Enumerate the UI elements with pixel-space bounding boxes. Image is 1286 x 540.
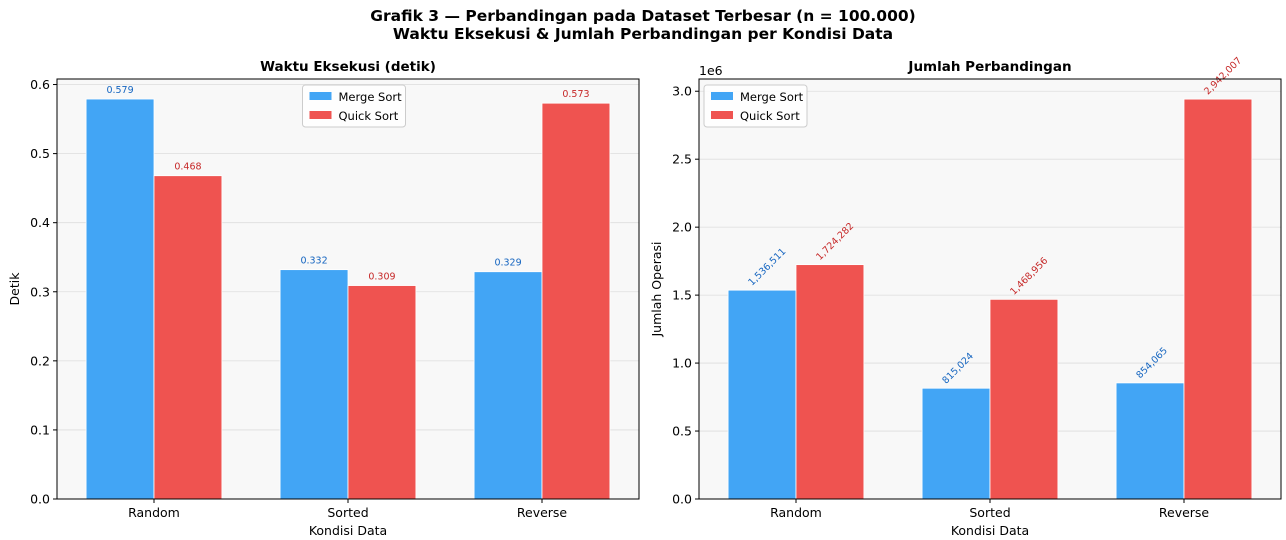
axis-offset-text: 1e6 — [699, 63, 723, 78]
y-axis-label: Jumlah Operasi — [649, 241, 664, 337]
y-tick-label: 0.1 — [30, 422, 50, 437]
data-label: 0.329 — [494, 258, 521, 269]
y-tick-label: 0.5 — [30, 146, 50, 161]
bar-quick-sort-sorted — [989, 298, 1059, 500]
bar-merge-sort-random — [727, 289, 797, 500]
legend: Merge Sort Quick Sort — [703, 84, 808, 128]
legend-entry: Quick Sort — [740, 109, 800, 123]
bar-merge-sort-reverse — [1115, 382, 1185, 500]
data-label: 0.573 — [562, 89, 589, 100]
legend-swatch — [711, 92, 733, 100]
legend-swatch — [309, 92, 332, 100]
x-axis-label: Kondisi Data — [309, 523, 387, 538]
legend-entry: Quick Sort — [339, 109, 399, 123]
y-tick-label: 0.5 — [672, 424, 692, 439]
y-tick-label: 3.0 — [672, 84, 692, 99]
bar-quick-sort-reverse — [1183, 98, 1253, 500]
bar-merge-sort-reverse — [473, 271, 543, 500]
figure-subtitle: Waktu Eksekusi & Jumlah Perbandingan per… — [392, 25, 894, 43]
y-tick-label: 1.5 — [672, 288, 692, 303]
legend: Merge Sort Quick Sort — [302, 84, 406, 128]
data-label: 0.468 — [174, 162, 201, 173]
data-label: 0.579 — [106, 85, 133, 96]
y-tick-label: 0.0 — [30, 492, 50, 507]
bar-quick-sort-reverse — [541, 102, 611, 500]
legend-swatch — [711, 111, 733, 119]
chart-1: 0.579 0.332 0.329 0.468 0.309 0.573 0.0 0.1 0.2 0… — [7, 59, 640, 538]
y-tick-label: 0.3 — [30, 284, 50, 299]
y-tick-label: 0.2 — [30, 353, 50, 368]
y-tick-label: 0.0 — [672, 492, 692, 507]
bar-merge-sort-sorted — [921, 387, 991, 500]
bar-quick-sort-sorted — [347, 285, 417, 500]
y-tick-label: 0.6 — [30, 77, 50, 92]
bar-quick-sort-random — [795, 264, 865, 500]
y-tick-label: 2.0 — [672, 220, 692, 235]
x-tick-label: Reverse — [517, 505, 568, 520]
data-label: 0.332 — [300, 256, 327, 267]
legend-swatch — [309, 111, 332, 119]
y-axis-label: Detik — [7, 272, 22, 306]
x-tick-label: Reverse — [1159, 505, 1210, 520]
data-label: 0.309 — [368, 272, 395, 283]
y-tick-label: 2.5 — [672, 152, 692, 167]
y-tick-label: 0.4 — [30, 215, 50, 230]
x-tick-label: Sorted — [969, 505, 1010, 520]
x-tick-label: Random — [128, 505, 180, 520]
legend-entry: Merge Sort — [740, 90, 804, 104]
y-tick-label: 1.0 — [672, 356, 692, 371]
x-tick-label: Random — [770, 505, 822, 520]
bar-merge-sort-random — [85, 98, 155, 500]
chart-title: Jumlah Perbandingan — [907, 59, 1071, 75]
x-tick-label: Sorted — [327, 505, 368, 520]
x-axis-label: Kondisi Data — [951, 523, 1029, 538]
chart-title: Waktu Eksekusi (detik) — [260, 59, 436, 75]
figure-title: Grafik 3 — Perbandingan pada Dataset Ter… — [370, 7, 916, 25]
legend-entry: Merge Sort — [339, 90, 403, 104]
bar-quick-sort-random — [153, 175, 223, 500]
bar-merge-sort-sorted — [279, 269, 349, 500]
